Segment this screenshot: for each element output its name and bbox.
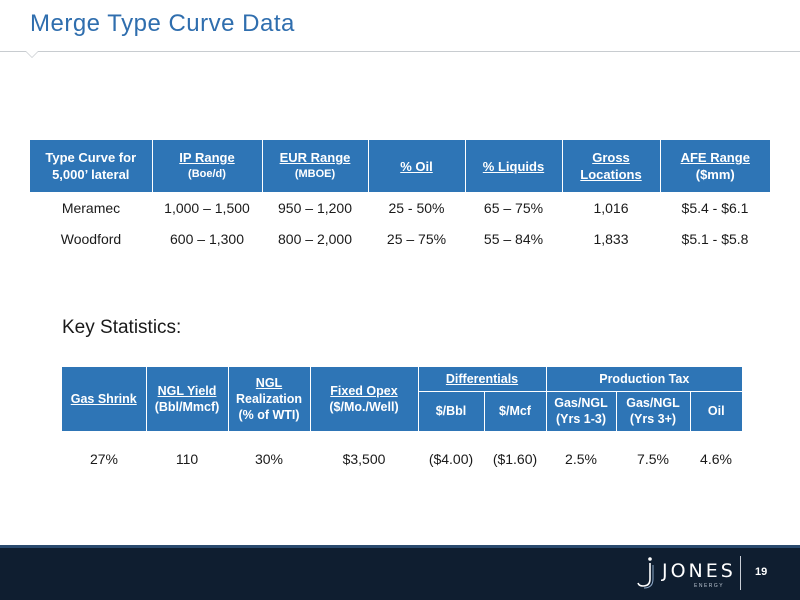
table-cell: 65 – 75%	[483, 199, 544, 216]
table-cell: $3,500	[342, 451, 386, 467]
table-cell: Woodford	[60, 230, 122, 247]
footer-bar	[0, 545, 800, 600]
table-row: Woodford 600 – 1,300 800 – 2,000 25 – 75…	[30, 223, 770, 254]
header-type-curve: Type Curve for 5,000’ lateral	[30, 140, 153, 192]
logo-subtext: ENERGY	[694, 583, 725, 589]
table-cell: $5.1 - $5.8	[681, 230, 749, 247]
header-afe-range: AFE Range ($mm)	[660, 140, 770, 192]
title-divider	[0, 51, 800, 52]
table-cell: 55 – 84%	[483, 230, 544, 247]
footer-divider	[740, 556, 741, 590]
key-stats-header-row-1: Gas Shrink NGL Yield (Bbl/Mmcf) NGL Real…	[62, 367, 743, 431]
table-cell: 30%	[254, 451, 284, 467]
header-pct-oil: % Oil	[368, 140, 466, 192]
table-cell: 27%	[89, 451, 119, 467]
table-row: Meramec 1,000 – 1,500 950 – 1,200 25 - 5…	[30, 192, 770, 223]
type-curve-header-row: Type Curve for 5,000’ lateral IP Range (…	[30, 140, 770, 192]
header-diff-bbl: $/Bbl	[418, 391, 485, 431]
page-number: 19	[755, 566, 768, 578]
table-cell: $5.4 - $6.1	[681, 199, 749, 216]
table-cell: Meramec	[61, 199, 121, 216]
page-title: Merge Type Curve Data	[30, 10, 295, 37]
header-ngl-realization: NGL Realization (% of WTI)	[228, 367, 311, 431]
jones-logo-mark-icon	[637, 557, 654, 589]
title-divider-notch-inner	[26, 51, 38, 57]
header-production-tax: Production Tax	[546, 367, 743, 392]
company-logo: JONES ENERGY	[636, 555, 736, 591]
table-cell: 2.5%	[565, 451, 597, 467]
header-tax-oil: Oil	[690, 391, 743, 431]
key-statistics-label: Key Statistics:	[62, 317, 182, 338]
table-row: 27% 110 30% $3,500 ($4.00) ($1.60) 2.5% …	[62, 431, 742, 467]
table-cell: 950 – 1,200	[278, 199, 352, 216]
table-cell: 1,000 – 1,500	[164, 199, 250, 216]
table-cell: 4.6%	[700, 451, 732, 467]
table-cell: 800 – 2,000	[278, 230, 352, 247]
header-eur-range: EUR Range (MBOE)	[262, 140, 369, 192]
table-cell: ($4.00)	[428, 451, 474, 467]
key-stats-header-row-2: $/Bbl $/Mcf Gas/NGL (Yrs 1-3) Gas/NGL (Y…	[62, 391, 743, 431]
header-diff-mcf: $/Mcf	[484, 391, 547, 431]
table-cell: 600 – 1,300	[170, 230, 244, 247]
header-fixed-opex: Fixed Opex ($/Mo./Well)	[310, 367, 419, 431]
table-cell: 25 - 50%	[388, 199, 445, 216]
table-cell: 1,016	[593, 199, 629, 216]
table-cell: 7.5%	[637, 451, 669, 467]
logo-wordmark: JONES	[662, 560, 736, 582]
header-gas-shrink: Gas Shrink	[62, 367, 147, 431]
type-curve-table: Type Curve for 5,000’ lateral IP Range (…	[30, 140, 770, 254]
table-cell: ($1.60)	[492, 451, 538, 467]
table-cell: 1,833	[593, 230, 629, 247]
header-ngl-yield: NGL Yield (Bbl/Mmcf)	[146, 367, 229, 431]
header-tax-gas-ngl-1-3: Gas/NGL (Yrs 1-3)	[546, 391, 617, 431]
header-differentials: Differentials	[418, 367, 547, 392]
header-tax-gas-ngl-3p: Gas/NGL (Yrs 3+)	[616, 391, 691, 431]
key-statistics-table: Gas Shrink NGL Yield (Bbl/Mmcf) NGL Real…	[62, 367, 743, 467]
header-gross-locations: Gross Locations	[562, 140, 661, 192]
header-pct-liquids: % Liquids	[465, 140, 563, 192]
footer-accent-line	[0, 545, 800, 548]
table-cell: 110	[175, 451, 199, 467]
header-ip-range: IP Range (Boe/d)	[152, 140, 263, 192]
table-cell: 25 – 75%	[386, 230, 447, 247]
